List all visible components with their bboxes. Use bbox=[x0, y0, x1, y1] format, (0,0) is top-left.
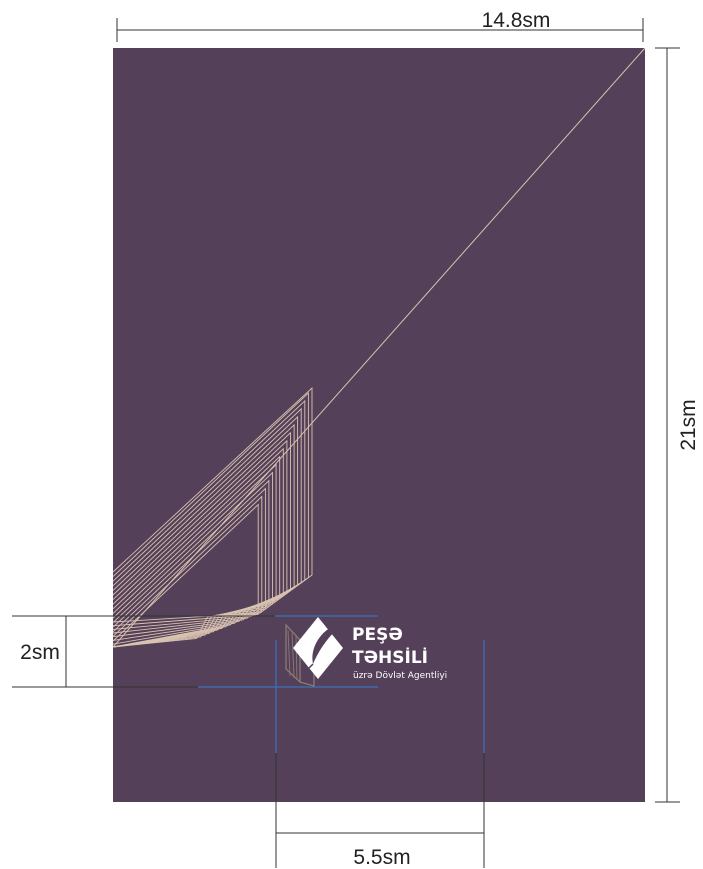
stripe-pattern bbox=[112, 386, 313, 648]
stripe-line bbox=[112, 463, 277, 648]
logo-width-dimension: 5.5sm bbox=[275, 753, 485, 869]
logo-title-line2: TƏHSİLİ bbox=[352, 646, 428, 668]
stripe-line bbox=[112, 471, 273, 648]
logo-width-dimension-label: 5.5sm bbox=[353, 846, 410, 869]
logo-height-dimension: 2sm bbox=[12, 615, 275, 688]
logo-height-dimension-label: 2sm bbox=[20, 641, 60, 664]
stripe-line bbox=[112, 386, 313, 623]
stripe-line bbox=[112, 487, 266, 648]
height-dimension: 21sm bbox=[655, 47, 700, 803]
diagonal-line bbox=[112, 47, 646, 648]
quill-book-emblem-icon bbox=[285, 617, 343, 687]
width-dimension: 14.8sm bbox=[116, 9, 644, 42]
logo-title-line1: PEŞƏ bbox=[352, 625, 403, 645]
agency-logo: PEŞƏ TƏHSİLİ üzrə Dövlət Agentliyi bbox=[285, 617, 447, 687]
stripe-line bbox=[112, 447, 284, 648]
stripe-line bbox=[112, 479, 270, 648]
stripe-line bbox=[112, 495, 263, 648]
width-dimension-label: 14.8sm bbox=[482, 9, 551, 32]
height-dimension-label: 21sm bbox=[677, 399, 700, 450]
logo-subtitle: üzrə Dövlət Agentliyi bbox=[353, 671, 447, 681]
page-sheet bbox=[113, 48, 645, 802]
logo-guide-lines bbox=[198, 615, 485, 753]
